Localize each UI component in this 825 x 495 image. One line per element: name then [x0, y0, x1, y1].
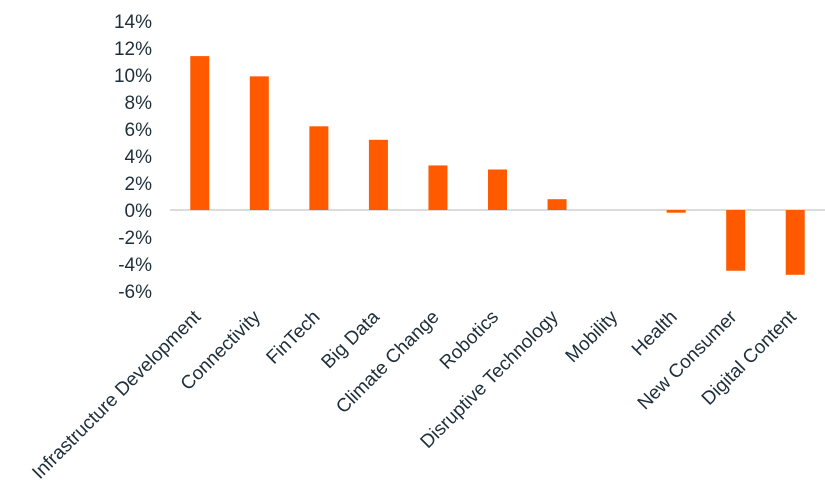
y-tick-label: -6%: [118, 282, 152, 303]
bar: [309, 126, 329, 210]
category-labels: Infrastructure DevelopmentConnectivityFi…: [28, 306, 801, 483]
y-tick-label: 10%: [114, 66, 152, 87]
bar: [666, 210, 686, 213]
y-tick-label: -2%: [118, 228, 152, 249]
bar: [249, 76, 269, 210]
y-tick-label: 14%: [114, 12, 152, 33]
x-category-label: Health: [628, 307, 682, 361]
x-category-label: Mobility: [562, 306, 623, 367]
bar: [190, 56, 210, 210]
bar: [428, 165, 448, 210]
y-tick-label: 0%: [125, 201, 153, 222]
bars: [190, 56, 805, 275]
bar: [726, 210, 746, 271]
bar: [368, 139, 388, 210]
bar: [547, 199, 567, 210]
y-tick-label: 6%: [125, 120, 153, 141]
x-category-label: FinTech: [263, 307, 325, 369]
y-tick-label: 8%: [125, 93, 153, 114]
y-tick-label: 2%: [125, 174, 153, 195]
y-tick-label: 12%: [114, 39, 152, 60]
bar: [488, 169, 507, 210]
y-axis: 14% 12% 10% 8% 6% 4% 2% 0% -2% -4% -6%: [114, 12, 152, 303]
x-category-label: Infrastructure Development: [28, 306, 205, 483]
y-tick-label: -4%: [118, 255, 152, 276]
bar: [785, 210, 805, 275]
y-tick-label: 4%: [125, 147, 153, 168]
x-category-label: Climate Change: [332, 307, 443, 418]
